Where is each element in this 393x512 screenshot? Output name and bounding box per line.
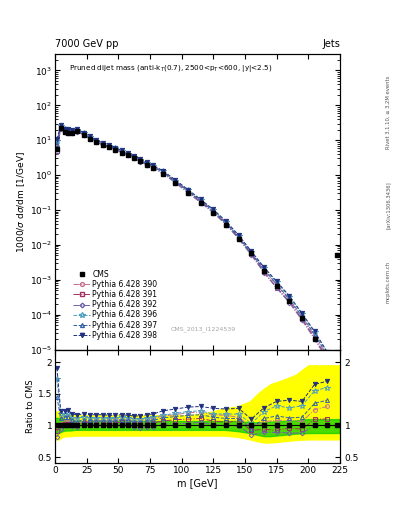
Text: Jets: Jets <box>322 38 340 49</box>
Y-axis label: Ratio to CMS: Ratio to CMS <box>26 380 35 433</box>
Text: 7000 GeV pp: 7000 GeV pp <box>55 38 119 49</box>
Text: mcplots.cern.ch: mcplots.cern.ch <box>386 261 391 303</box>
Legend: CMS, Pythia 6.428 390, Pythia 6.428 391, Pythia 6.428 392, Pythia 6.428 396, Pyt: CMS, Pythia 6.428 390, Pythia 6.428 391,… <box>70 267 161 343</box>
Text: CMS_2013_I1224539: CMS_2013_I1224539 <box>171 326 236 332</box>
X-axis label: m [GeV]: m [GeV] <box>177 478 218 488</box>
Text: Pruned dijet mass (anti-k$_T$(0.7), 2500<p$_T$<600, |y|<2.5): Pruned dijet mass (anti-k$_T$(0.7), 2500… <box>69 62 273 74</box>
Text: [arXiv:1306.3436]: [arXiv:1306.3436] <box>386 181 391 229</box>
Text: Rivet 3.1.10, ≥ 3.2M events: Rivet 3.1.10, ≥ 3.2M events <box>386 76 391 150</box>
Y-axis label: 1000/$\sigma$ d$\sigma$/dm [1/GeV]: 1000/$\sigma$ d$\sigma$/dm [1/GeV] <box>15 151 27 252</box>
